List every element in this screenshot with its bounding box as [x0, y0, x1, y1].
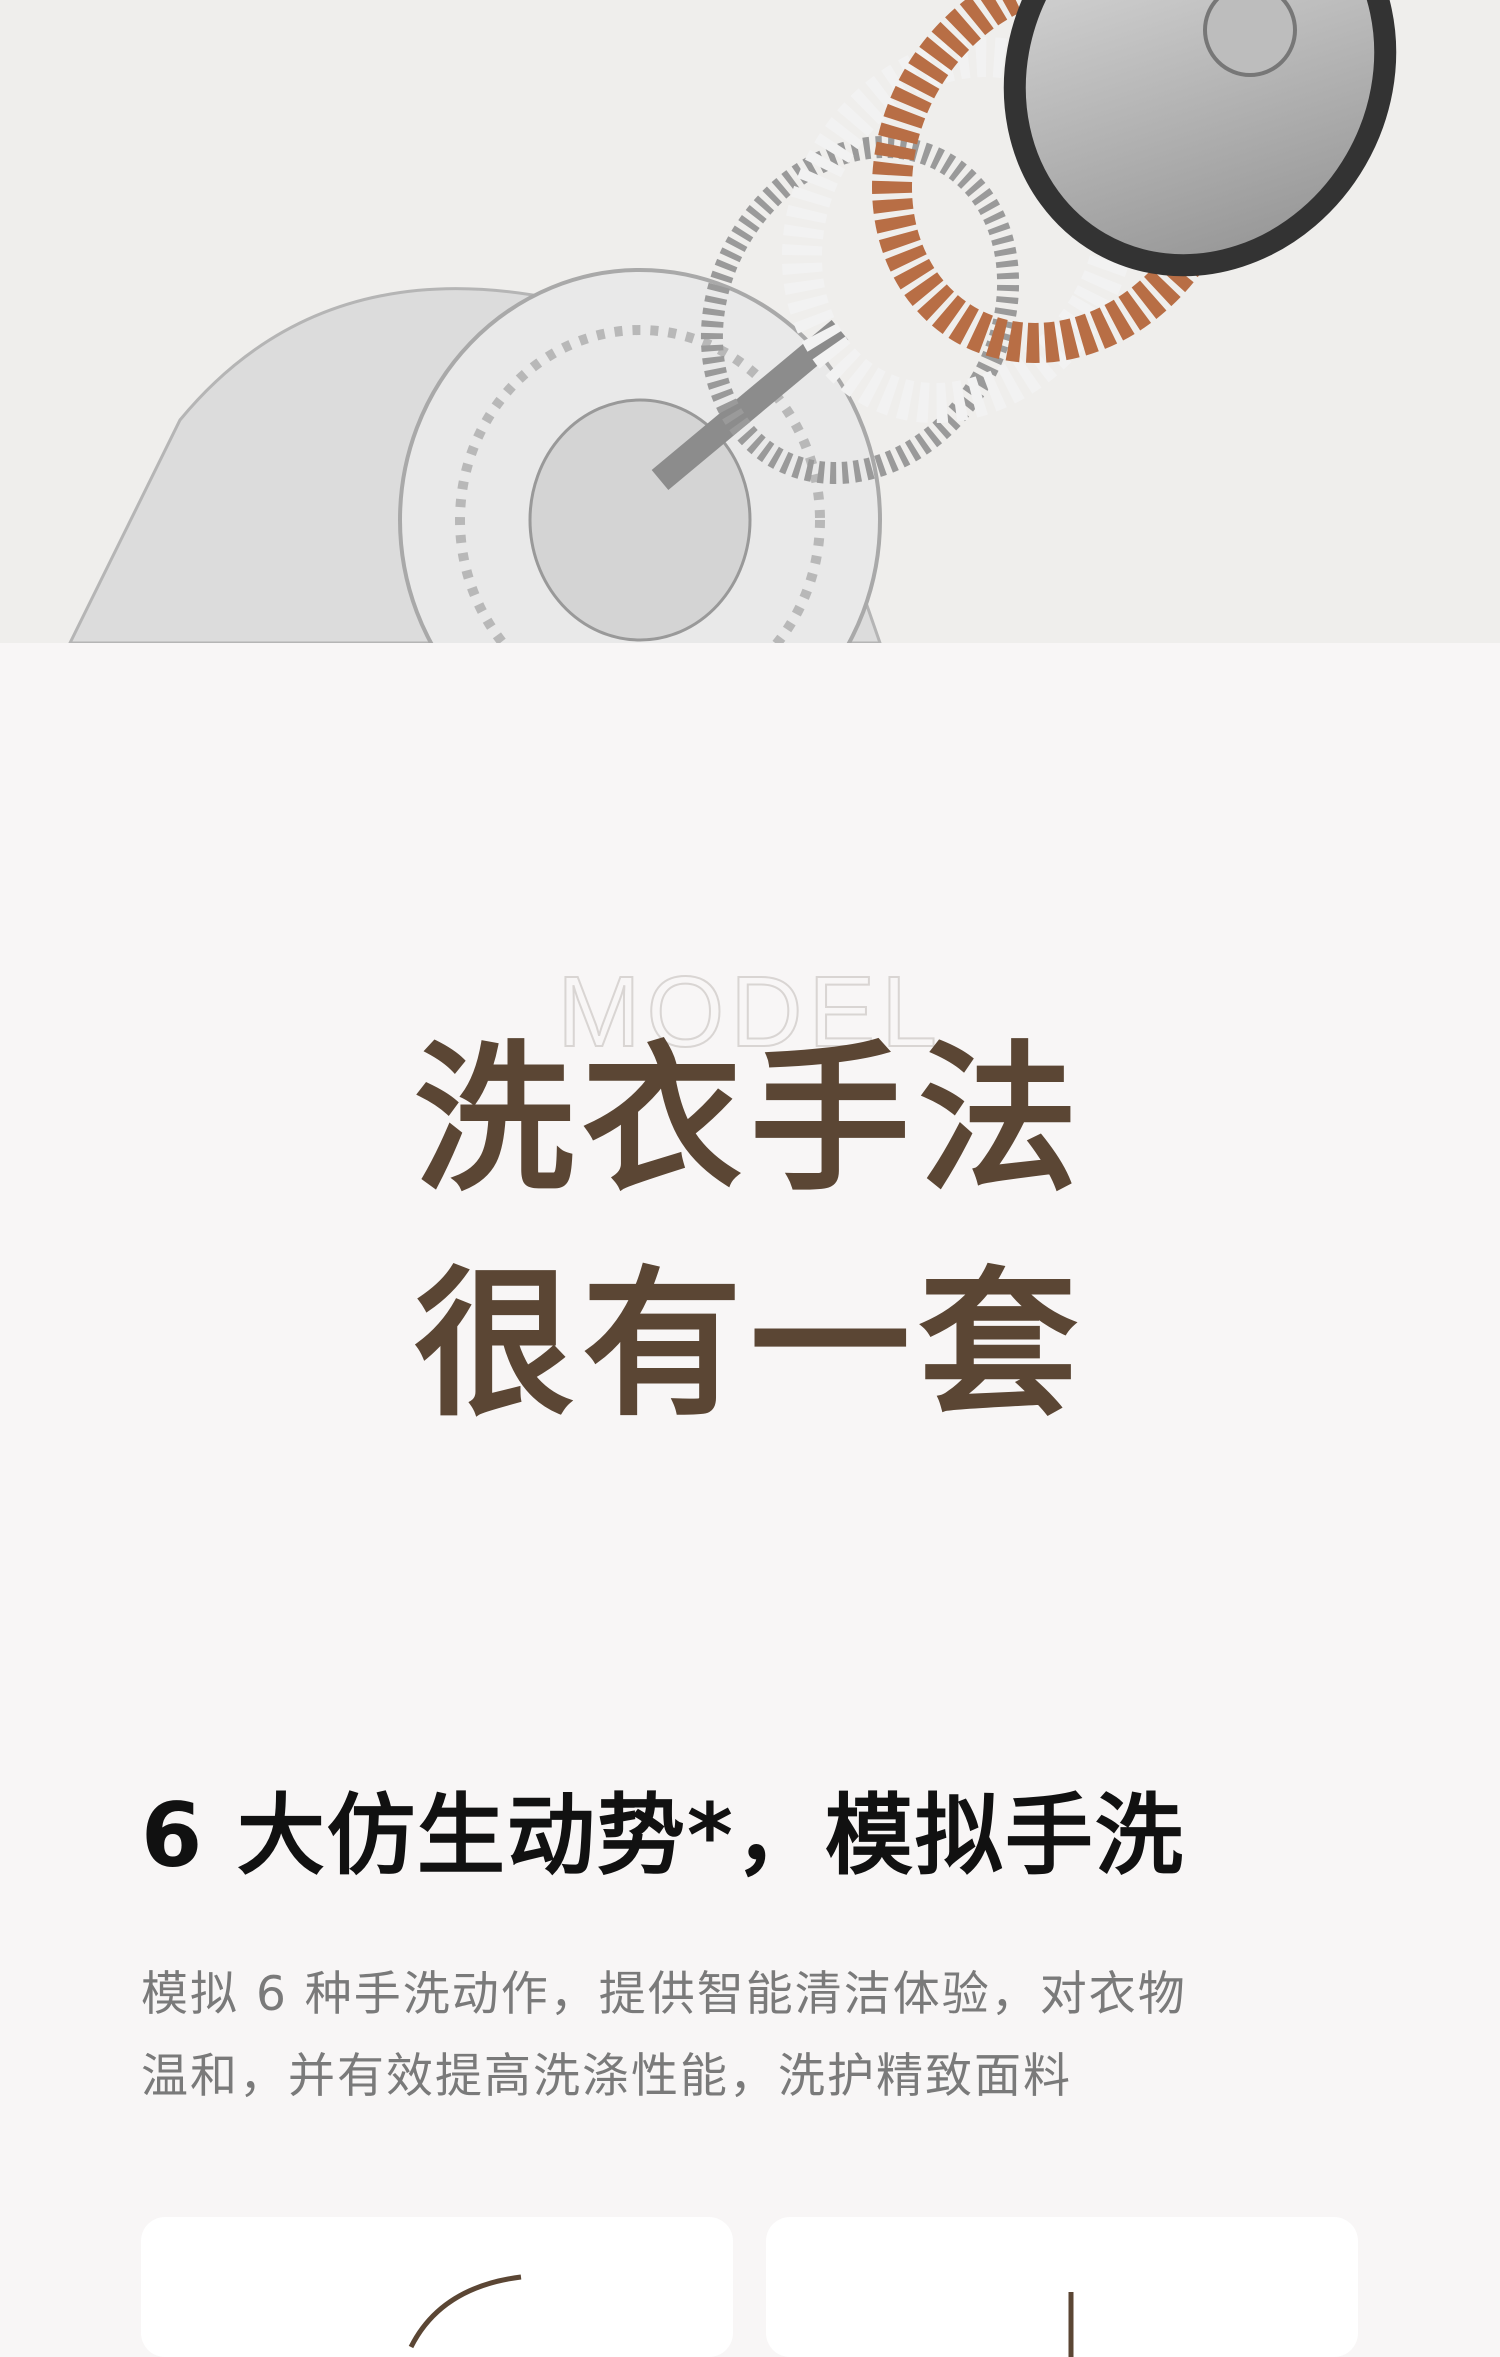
feature-card[interactable] — [766, 2217, 1358, 2357]
feature-description: 模拟 6 种手洗动作，提供智能清洁体验，对衣物 — [141, 1967, 1187, 2022]
gear — [700, 135, 1020, 485]
rotor-hub — [1203, 0, 1297, 77]
card-icon — [1068, 2292, 1074, 2357]
feature-card[interactable] — [141, 2217, 733, 2357]
title-line: 洗衣手法 — [413, 1026, 1086, 1213]
feature-heading: 6 大仿生动势*，模拟手洗 — [141, 1784, 1185, 1887]
background-word: MODEL — [556, 955, 943, 1069]
title-line: 很有一套 — [413, 1251, 1086, 1438]
rotor — [1003, 0, 1397, 277]
feature-description: 温和，并有效提高洗涤性能，洗护精致面料 — [141, 2049, 1072, 2104]
card-icon — [408, 2274, 522, 2349]
shaft — [651, 320, 849, 490]
drum — [68, 268, 882, 643]
motor-illustration — [68, 0, 1397, 643]
hero-image — [0, 0, 1500, 643]
